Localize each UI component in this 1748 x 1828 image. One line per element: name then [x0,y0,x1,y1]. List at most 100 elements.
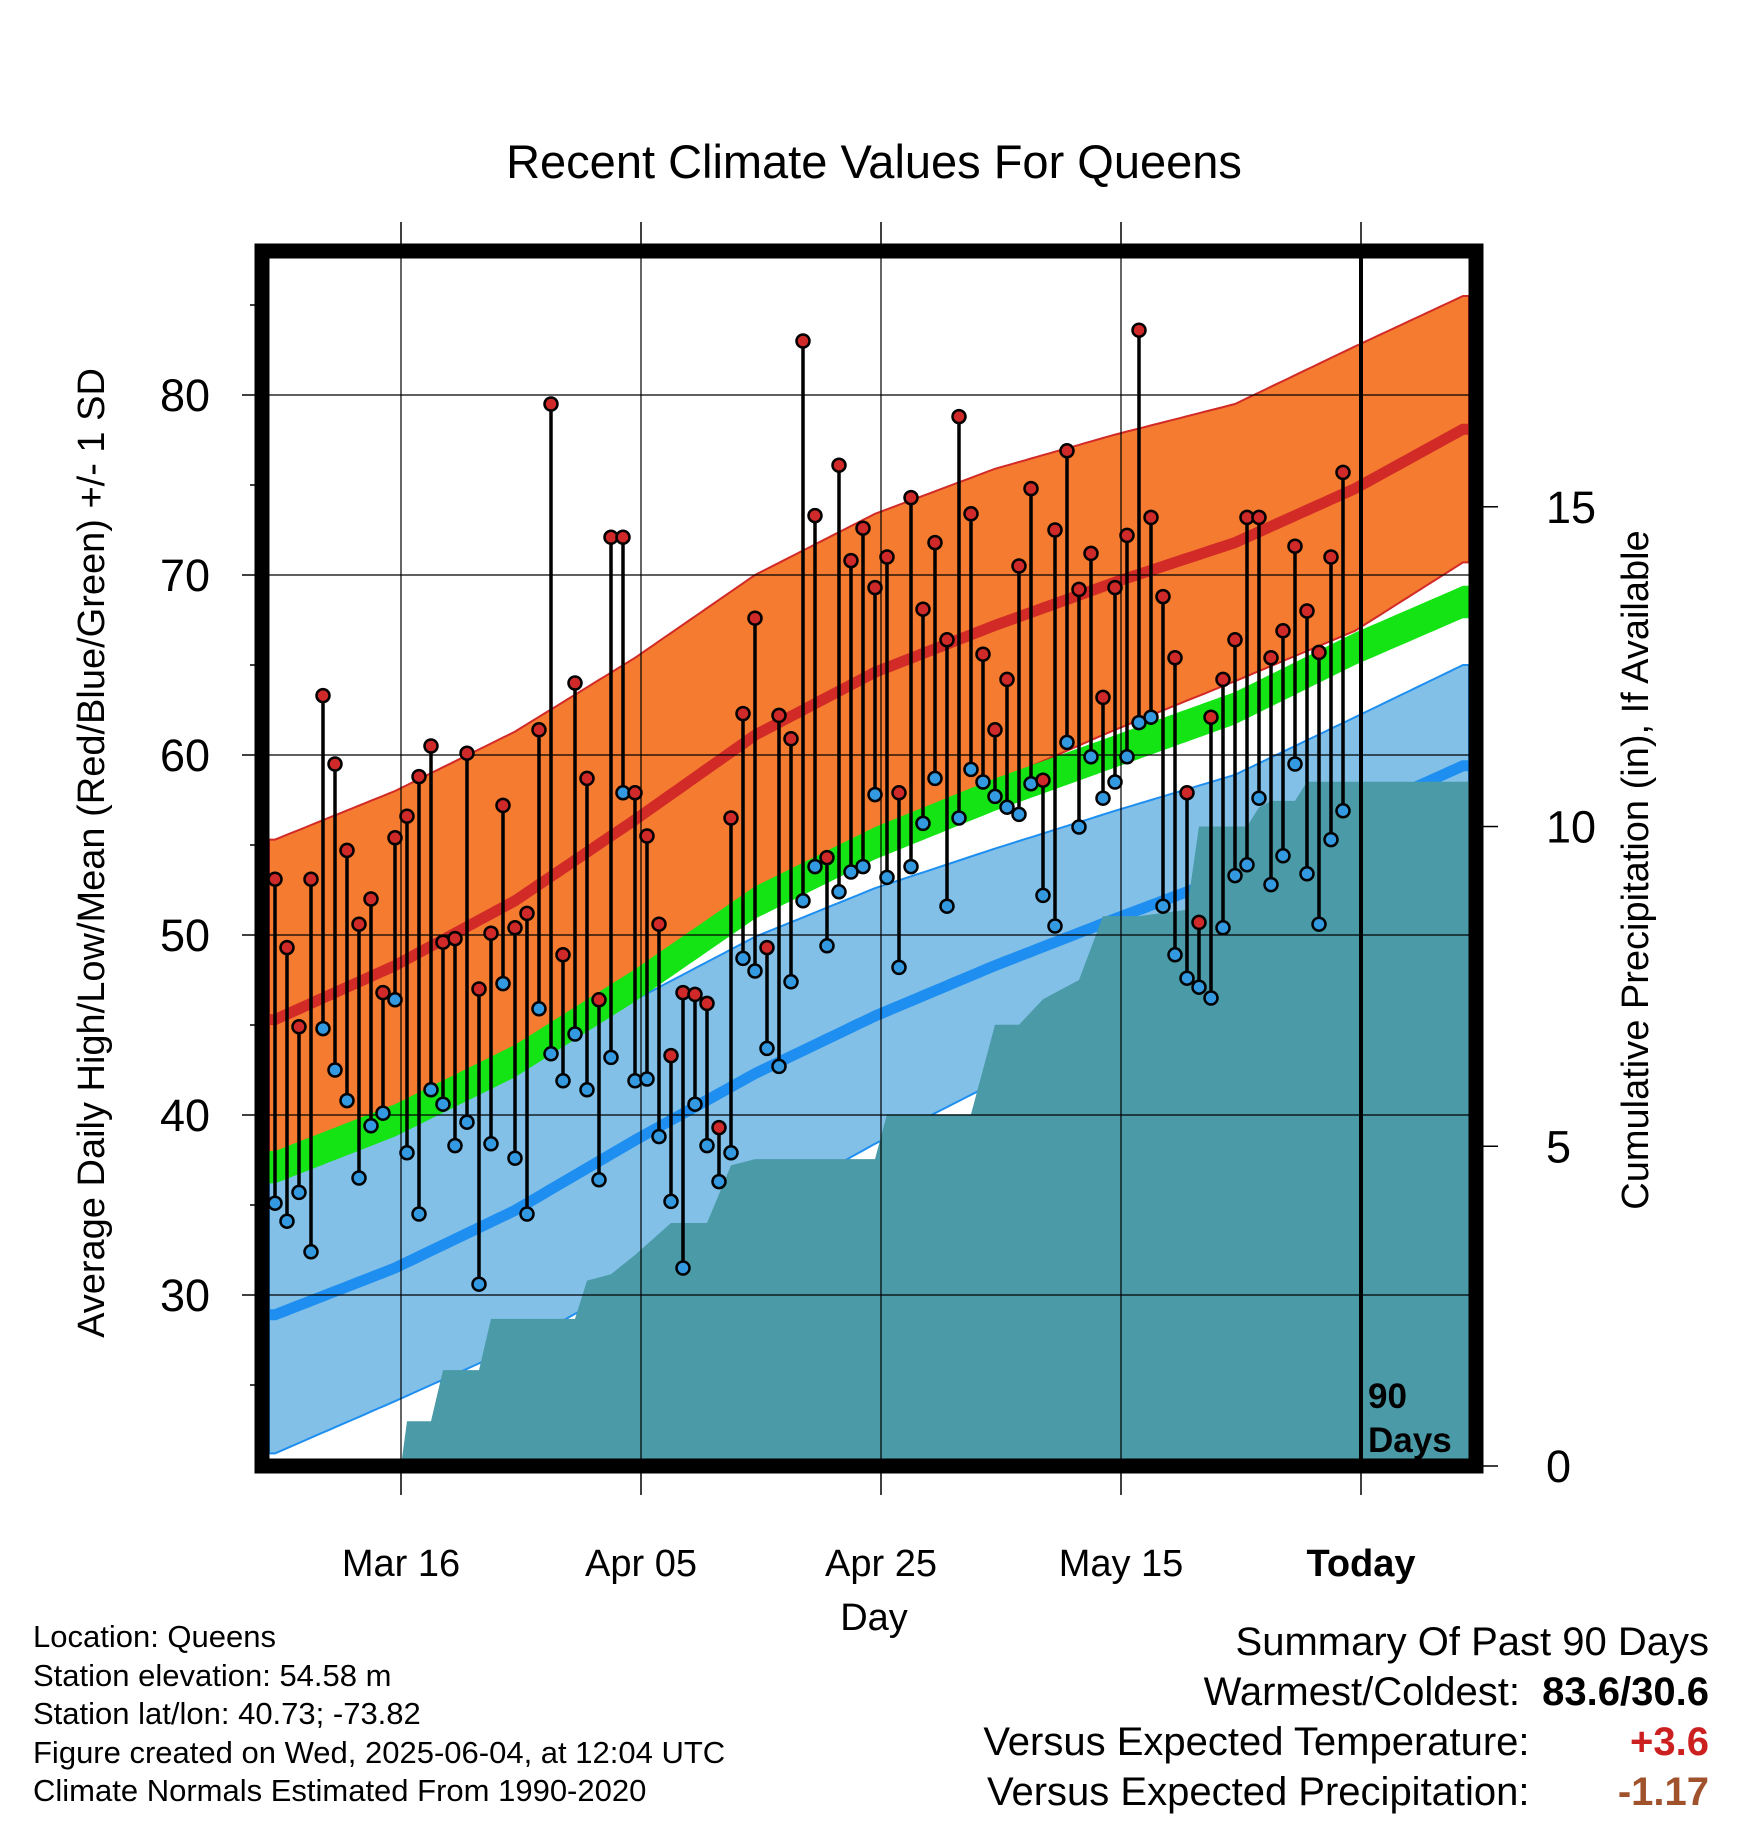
high-point [831,457,847,473]
low-point [303,1244,319,1260]
y-tick-label: 70 [160,550,210,601]
high-point [1311,644,1327,661]
low-point [747,963,763,979]
low-point [435,1096,451,1112]
low-point [519,1206,535,1222]
low-point [269,1195,283,1211]
low-point [279,1213,295,1229]
high-point [771,707,787,724]
summary-panel: Summary Of Past 90 Days Warmest/Coldest:… [983,1617,1709,1817]
low-point [363,1118,379,1134]
low-point [1119,749,1135,765]
y2-tick-label: 5 [1546,1121,1571,1172]
high-point [627,785,643,801]
high-point [1263,650,1279,666]
low-point [831,884,847,900]
low-point [795,893,811,909]
low-point [399,1145,415,1161]
temp-value: +3.6 [1630,1720,1709,1764]
x-tick-label: Apr 25 [825,1543,937,1585]
low-point [723,1145,739,1161]
low-point [531,1001,547,1017]
low-point [423,1082,439,1098]
high-point [1287,538,1303,554]
low-point [915,815,931,832]
high-point [1011,558,1027,574]
low-point [963,761,979,778]
high-point [1059,443,1075,459]
high-point [555,947,571,963]
high-point [351,916,367,932]
high-point [687,986,703,1003]
low-point [1251,790,1267,806]
low-point [735,950,751,967]
precip-label: Versus Expected Precipitation: [987,1770,1530,1814]
high-point [879,549,895,565]
high-point [399,808,415,824]
x-axis-label: Day [840,1597,908,1639]
elevation-text: Station elevation: 54.58 m [33,1657,392,1693]
high-point [819,849,835,866]
low-point [327,1062,343,1078]
low-point [1287,756,1303,772]
low-point [1275,848,1291,864]
x-tick-label: Apr 05 [585,1543,697,1585]
low-point [951,810,967,826]
low-point [1095,790,1111,806]
high-point [1083,545,1099,562]
high-point [1275,623,1291,639]
low-point [939,898,955,914]
location-text: Location: Queens [33,1619,277,1654]
high-point [339,842,355,859]
low-point [555,1073,571,1089]
summary-heading: Summary Of Past 90 Days [1235,1620,1709,1664]
low-point [291,1184,307,1201]
low-point [591,1172,607,1188]
high-point [1191,914,1207,931]
high-point [783,731,799,747]
plot-area: 90 Days 30 40 50 60 70 80 0 5 10 15 Mar 16 Apr 05 Apr … [160,222,1596,1585]
low-point [687,1096,703,1112]
low-point [471,1276,487,1292]
high-point [447,930,463,947]
low-point [1059,734,1075,751]
high-point [1119,527,1135,544]
low-point [771,1058,787,1075]
low-point [603,1049,619,1066]
high-point [639,828,655,844]
high-point [1251,509,1267,526]
low-point [651,1128,667,1145]
y2-tick-label: 10 [1546,802,1596,853]
low-point [1239,857,1255,873]
low-point [1083,749,1099,765]
high-point [891,785,907,801]
high-point [699,995,715,1012]
high-point [411,768,427,785]
low-point [1011,806,1027,823]
low-point [1167,947,1183,963]
high-point [615,529,631,545]
high-point [303,871,319,887]
low-point [1191,979,1207,995]
high-point [269,871,283,887]
high-point [387,830,403,846]
created-text: Figure created on Wed, 2025-06-04, at 12… [33,1734,726,1770]
high-point [975,646,991,662]
high-normal-line [269,423,1469,1026]
high-point [1167,650,1183,666]
latlon-text: Station lat/lon: 40.73; -73.82 [33,1696,421,1731]
high-point [723,810,739,826]
y-tick-label: 30 [160,1270,210,1321]
high-point [1155,588,1171,605]
high-point [1215,671,1231,688]
warm-cold-value: 83.6/30.6 [1542,1670,1709,1714]
high-point [1023,480,1039,497]
high-point [1071,581,1087,598]
low-point [1215,920,1231,936]
high-point [579,770,595,787]
temp-label: Versus Expected Temperature: [983,1720,1530,1764]
high-point [519,905,535,922]
high-point [567,675,583,691]
high-point [543,396,559,412]
